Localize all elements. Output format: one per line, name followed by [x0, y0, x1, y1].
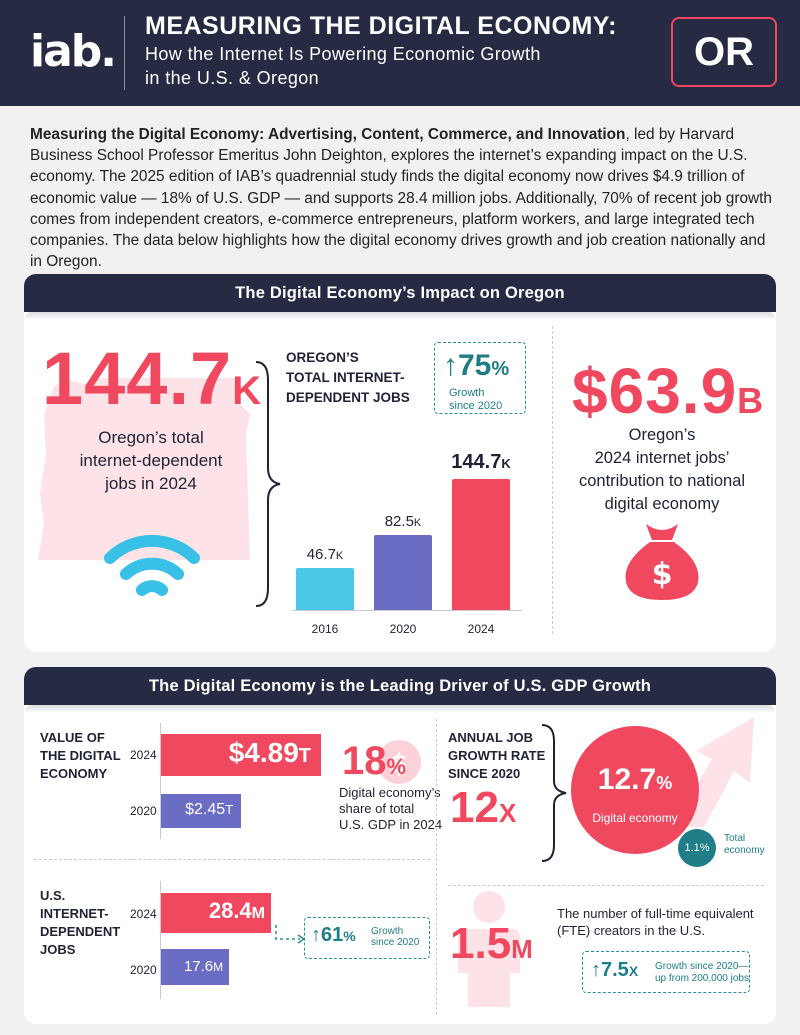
jobs-2024-year: 2024 [130, 907, 157, 921]
dollar-coin-icon: $ [377, 740, 421, 784]
oregon-contribution-description: Oregon’s 2024 internet jobs’ contributio… [578, 426, 746, 513]
jobs-2024-label: 28.4M [208, 898, 265, 923]
bar-2024 [452, 478, 510, 610]
oregon-jobs-chart-label: OREGON’S TOTAL INTERNET- DEPENDENT JOBS [286, 350, 410, 405]
bar-2020 [374, 535, 432, 610]
creators-description: The number of full-time equivalent (FTE)… [557, 906, 754, 938]
jobs-2020-year: 2020 [130, 963, 157, 977]
header-divider [124, 16, 125, 90]
oregon-map-icon [38, 378, 250, 560]
connector-arrow [275, 925, 306, 944]
panel-divider [552, 326, 553, 634]
money-bag-icon: $ [625, 524, 699, 600]
value-2024-bar: $4.89T [161, 734, 321, 776]
x-tick-2020: 2020 [389, 622, 417, 636]
arrow-up-icon: ↑ [443, 349, 458, 382]
growth-multiple: 12X [450, 783, 517, 832]
oregon-impact-heading: The Digital Economy’s Impact on Oregon [24, 274, 776, 312]
value-2024-label: $4.89T [228, 737, 311, 768]
creators-number: 1.5M [450, 919, 533, 968]
total-rate-circle: 1.1% [678, 829, 716, 867]
oregon-growth-value: ↑75% [443, 349, 510, 382]
oregon-jobs-description: Oregon’s total internet-dependent jobs i… [79, 428, 223, 493]
svg-text:$: $ [390, 749, 408, 779]
jobs-2020-bar: 17.6M [161, 949, 230, 985]
jobs-growth-box: ↑61% Growth since 2020 [304, 917, 430, 959]
jobs-2024-bar: 28.4M [161, 893, 271, 933]
header: iab. MEASURING THE DIGITAL ECONOMY: How … [0, 0, 800, 106]
digital-economy-value-label: VALUE OF THE DIGITAL ECONOMY [40, 730, 121, 781]
arrow-up-icon: ↑ [311, 924, 321, 946]
oregon-growth-caption: Growth since 2020 [449, 387, 503, 412]
gdp-growth-heading: The Digital Economy is the Leading Drive… [24, 667, 776, 705]
oregon-impact-panel: The Digital Economy’s Impact on Oregon 1… [24, 274, 776, 652]
digital-rate-label: Digital economy [592, 811, 678, 825]
total-rate-label: Total economy [724, 833, 765, 856]
gdp-share-number: 18% [342, 739, 407, 783]
value-2024-year: 2024 [130, 748, 157, 762]
jobs-growth-value: ↑61% [311, 924, 356, 946]
iab-logo: iab. [30, 26, 117, 77]
oregon-jobs-number: 144.7K [42, 337, 263, 420]
arrow-up-icon: ↑ [591, 959, 601, 981]
study-title: Measuring the Digital Economy: Advertisi… [30, 126, 626, 143]
section-divider-left [34, 859, 430, 860]
person-icon [458, 891, 520, 1007]
gdp-growth-panel: The Digital Economy is the Leading Drive… [24, 667, 776, 1024]
digital-rate-circle [571, 726, 699, 854]
bar-value-2020: 82.5K [384, 513, 422, 531]
svg-text:$: $ [652, 557, 673, 592]
state-badge: OR [671, 17, 777, 87]
creators-growth-caption: Growth since 2020— up from 200,000 jobs [655, 961, 749, 984]
jobs-growth-caption: Growth since 2020 [371, 926, 420, 948]
value-2020-label: $2.45T [185, 801, 234, 818]
value-2020-bar: $2.45T [161, 794, 242, 828]
value-2020-year: 2020 [130, 804, 157, 818]
bar-value-2024: 144.7K [451, 450, 511, 473]
intro-paragraph: Measuring the Digital Economy: Advertisi… [30, 124, 776, 272]
section-divider-right [448, 885, 764, 886]
bar-value-2016: 46.7K [306, 545, 344, 563]
us-jobs-label: U.S. INTERNET- DEPENDENT JOBS [40, 888, 121, 957]
x-tick-2024: 2024 [467, 622, 495, 636]
chart-axis [292, 610, 522, 611]
intro-text: , led by Harvard Business School Profess… [30, 126, 772, 271]
digital-rate-value: 12.7% [597, 763, 673, 796]
gdp-share-description: Digital economy’s share of total U.S. GD… [339, 785, 443, 832]
wifi-icon [104, 534, 200, 596]
oregon-contribution-number: $63.9B [572, 355, 765, 427]
panel2-divider [436, 719, 437, 1015]
x-tick-2016: 2016 [311, 622, 339, 636]
creators-growth-value: ↑7.5X [591, 959, 639, 981]
bracket-right [541, 724, 567, 862]
jobs-2020-label: 17.6M [183, 958, 224, 975]
page-subtitle-line1: How the Internet Is Powering Economic Gr… [145, 44, 541, 64]
job-growth-rate-label: ANNUAL JOB GROWTH RATE SINCE 2020 [448, 730, 546, 781]
creators-growth-box: ↑7.5X Growth since 2020— up from 200,000 … [582, 951, 750, 993]
bar-2016 [296, 567, 354, 610]
bracket [255, 361, 281, 607]
page-subtitle-line2: in the U.S. & Oregon [145, 68, 320, 88]
page-title: MEASURING THE DIGITAL ECONOMY: [145, 12, 617, 40]
oregon-growth-box: ↑75% Growth since 2020 [434, 342, 526, 414]
